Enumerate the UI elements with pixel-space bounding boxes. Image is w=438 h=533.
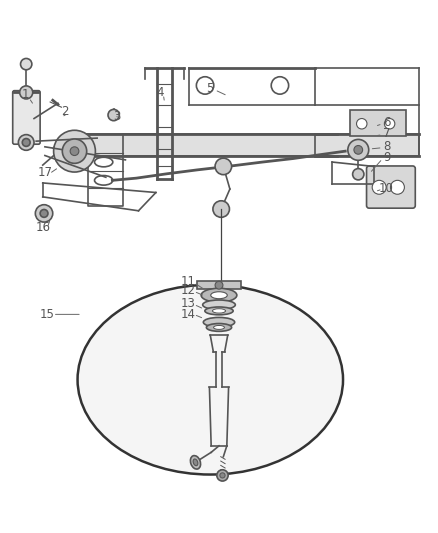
Circle shape (21, 59, 32, 70)
Text: 6: 6 (383, 116, 390, 130)
Text: 10: 10 (379, 182, 394, 195)
Circle shape (215, 281, 223, 289)
Text: 16: 16 (35, 221, 50, 234)
Circle shape (385, 118, 395, 129)
Text: 11: 11 (181, 275, 196, 288)
FancyBboxPatch shape (315, 134, 419, 156)
Circle shape (353, 168, 364, 180)
Circle shape (108, 109, 119, 120)
Circle shape (35, 205, 53, 222)
Text: 1: 1 (21, 88, 29, 101)
Circle shape (220, 473, 225, 478)
Circle shape (53, 130, 95, 172)
Circle shape (217, 470, 228, 481)
Text: 5: 5 (207, 82, 214, 94)
Text: 15: 15 (40, 308, 54, 321)
Circle shape (20, 86, 33, 99)
Circle shape (357, 118, 367, 129)
Ellipse shape (205, 307, 233, 315)
Ellipse shape (191, 456, 201, 469)
Text: 7: 7 (383, 127, 390, 140)
FancyBboxPatch shape (367, 166, 415, 208)
FancyBboxPatch shape (350, 110, 406, 136)
Ellipse shape (201, 288, 237, 302)
Text: 12: 12 (181, 284, 196, 297)
Ellipse shape (203, 318, 235, 327)
Text: 8: 8 (383, 140, 390, 154)
Ellipse shape (78, 285, 343, 474)
Circle shape (40, 209, 48, 217)
Ellipse shape (203, 300, 235, 310)
Circle shape (18, 135, 34, 150)
Ellipse shape (206, 324, 232, 332)
Text: 14: 14 (181, 308, 196, 321)
Circle shape (215, 158, 232, 175)
Circle shape (70, 147, 79, 156)
Circle shape (62, 139, 87, 163)
Ellipse shape (193, 459, 198, 466)
FancyBboxPatch shape (13, 91, 40, 144)
Circle shape (354, 146, 363, 154)
Circle shape (372, 180, 386, 194)
Ellipse shape (95, 157, 113, 167)
Circle shape (271, 77, 289, 94)
Text: 13: 13 (181, 297, 196, 310)
Ellipse shape (211, 292, 227, 298)
Text: 2: 2 (61, 106, 68, 118)
Text: 17: 17 (37, 166, 53, 180)
Ellipse shape (212, 309, 226, 313)
Text: 3: 3 (113, 110, 120, 123)
Circle shape (348, 140, 369, 160)
Circle shape (22, 139, 30, 147)
Ellipse shape (214, 326, 224, 329)
Text: 4: 4 (156, 86, 164, 99)
Circle shape (391, 180, 404, 194)
FancyBboxPatch shape (67, 134, 336, 156)
Circle shape (213, 201, 230, 217)
Text: 9: 9 (383, 151, 390, 164)
FancyBboxPatch shape (197, 281, 241, 289)
Circle shape (196, 77, 214, 94)
Ellipse shape (95, 175, 113, 185)
